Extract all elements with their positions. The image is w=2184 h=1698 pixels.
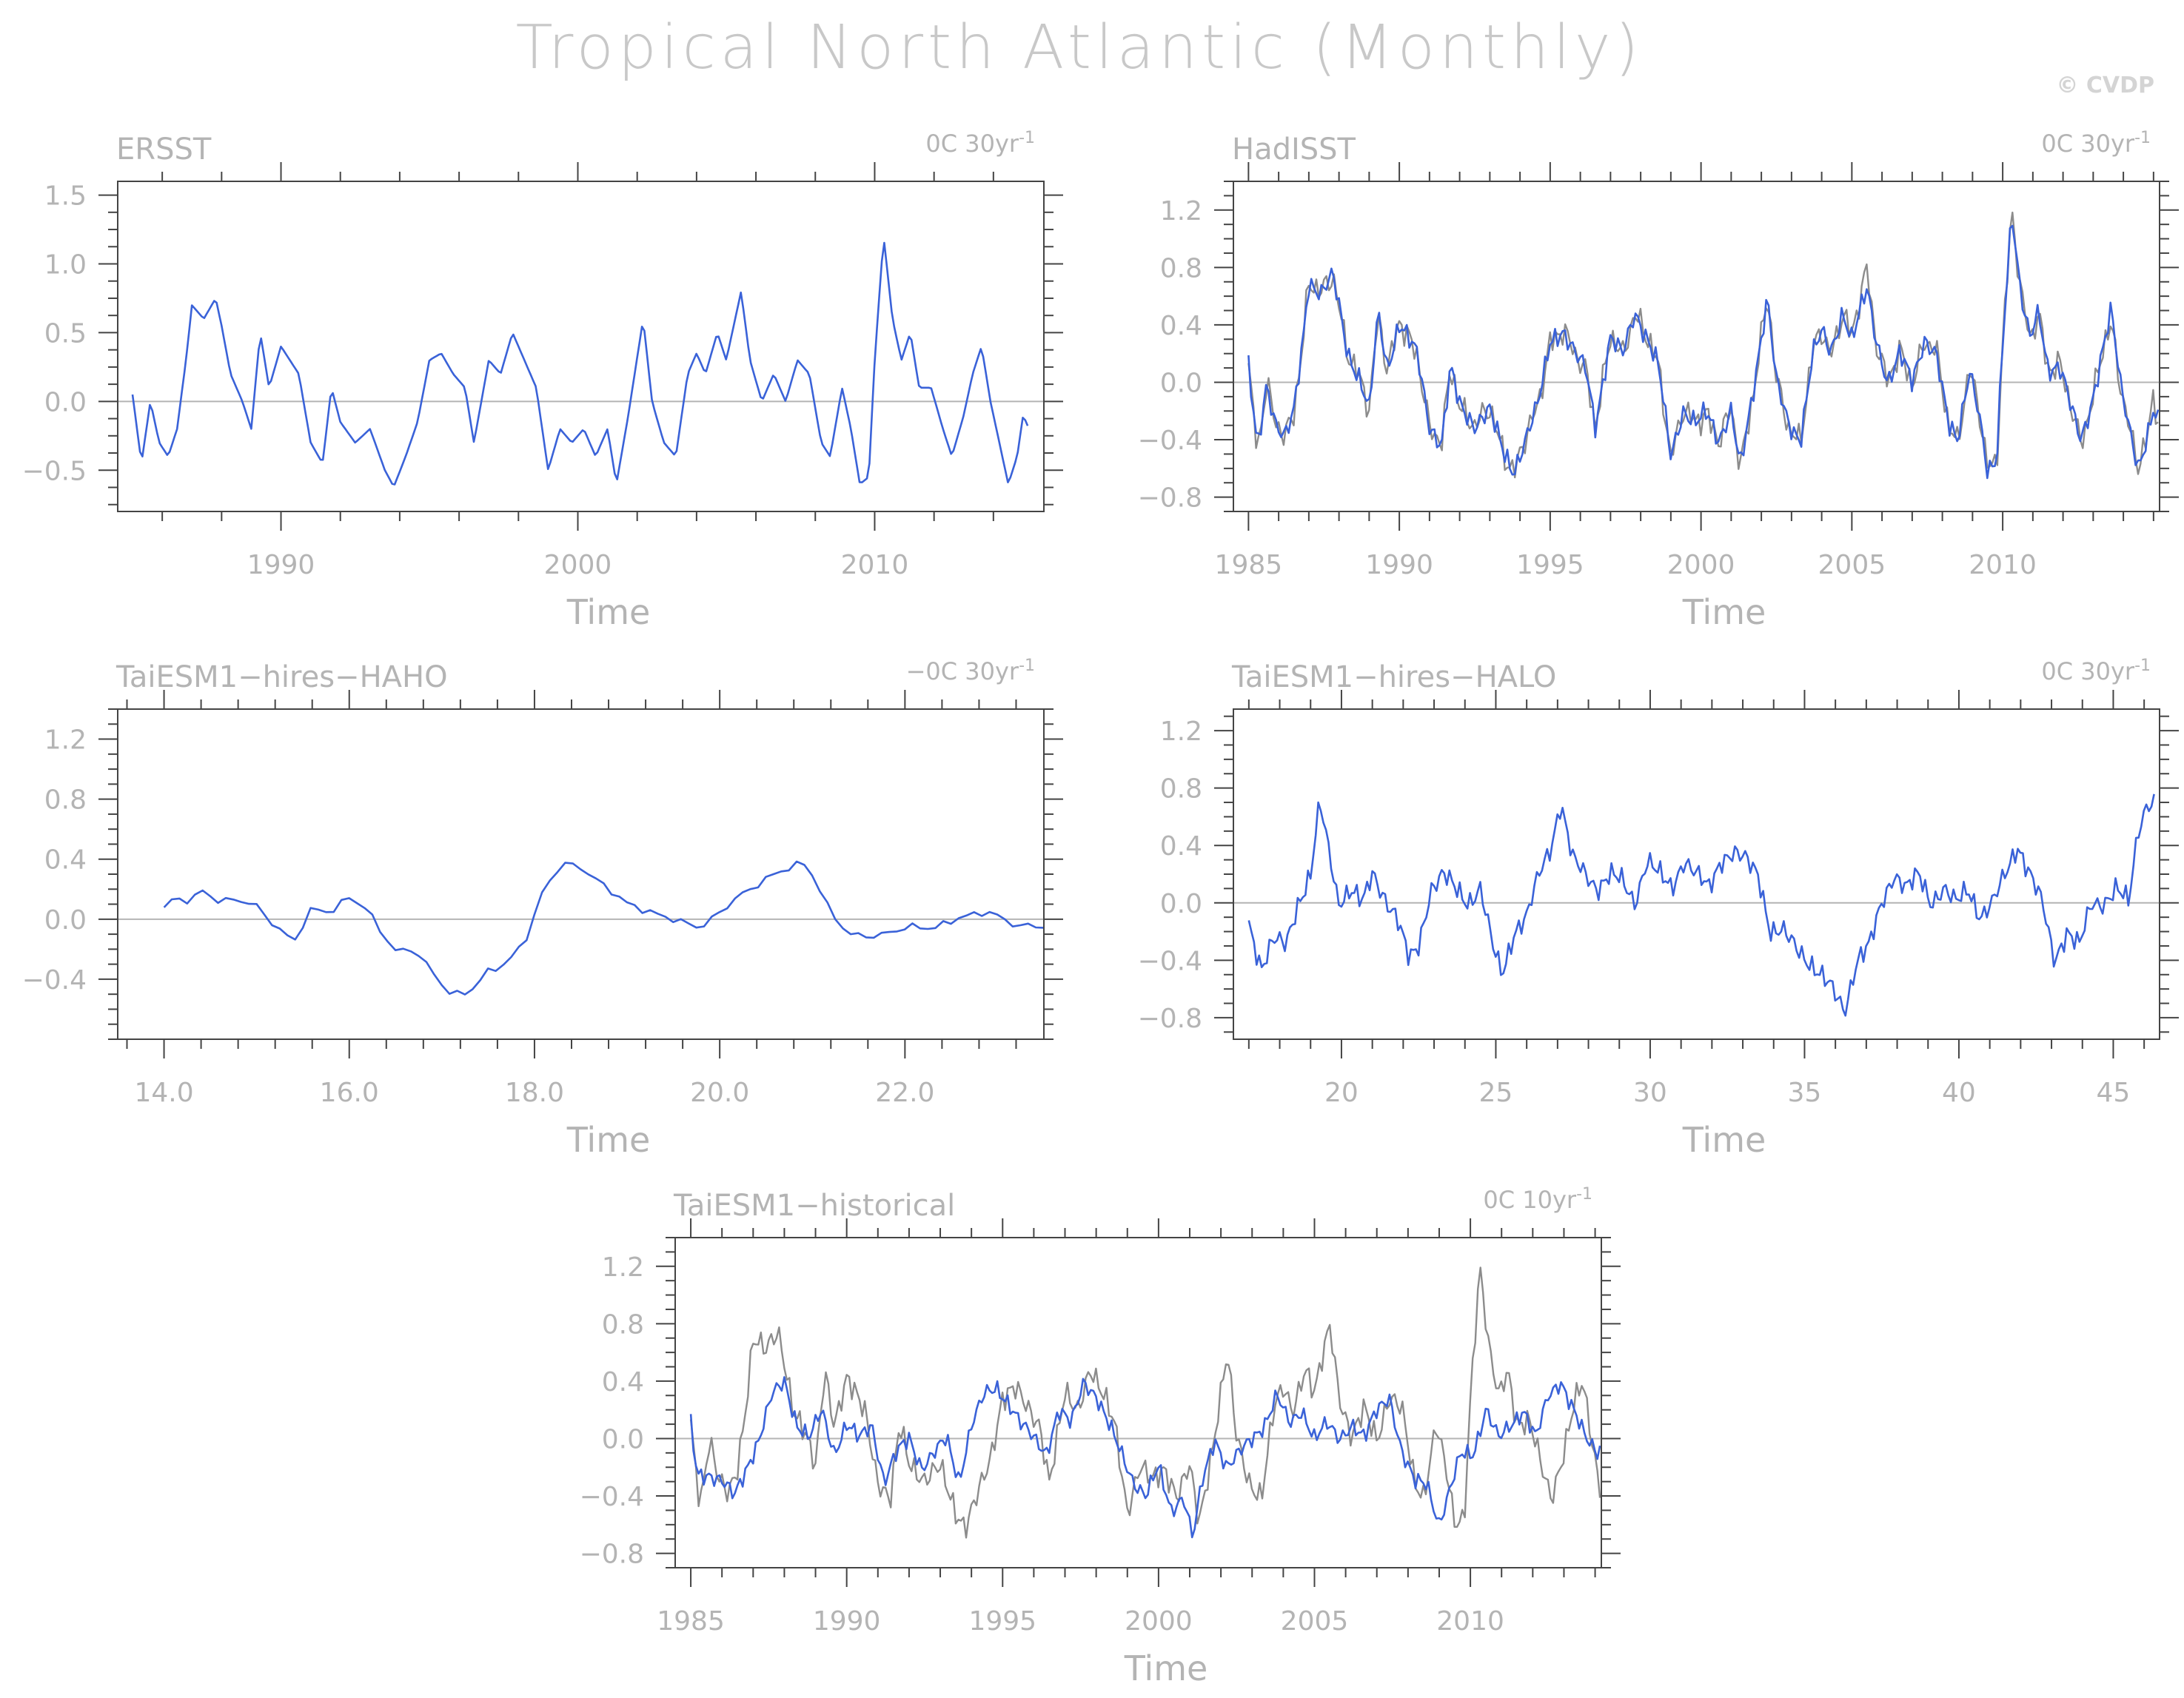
x-tick-label: 30	[1633, 1078, 1667, 1108]
y-tick-label: 0.4	[44, 845, 87, 876]
y-tick-label: 0.4	[602, 1367, 644, 1397]
y-tick-label: −0.4	[1138, 426, 1202, 456]
trend-label: 0C 10yr-1	[1483, 1185, 1592, 1214]
chart-panel-1: ERSST 0C 30yr-1 −0.5 0.0 0.5 1.0 1.5 1990 2000 20…	[22, 129, 1063, 632]
x-tick-label: 45	[2097, 1078, 2131, 1108]
x-tick-label: 2005	[1281, 1606, 1349, 1637]
trend-label: −0C 30yr-1	[906, 657, 1035, 685]
chart-panel-5: TaiESM1−historical 0C 10yr-1 −0.8 −0.4 0.0 0.…	[580, 1185, 1621, 1688]
y-tick-label: 0.8	[602, 1309, 644, 1340]
x-tick-label: 1990	[813, 1606, 881, 1637]
x-tick-label: 2005	[1818, 550, 1886, 580]
x-tick-label: 1995	[968, 1606, 1036, 1637]
x-tick-label: 2010	[1969, 550, 2037, 580]
x-axis-label: Time	[1682, 1120, 1766, 1160]
y-tick-label: −0.4	[580, 1482, 644, 1512]
x-tick-label: 2000	[1667, 550, 1735, 580]
y-tick-label: 1.2	[602, 1252, 644, 1283]
y-tick-label: 1.2	[44, 725, 87, 756]
x-tick-label: 1990	[247, 550, 315, 580]
y-tick-label: 0.4	[1160, 831, 1202, 862]
y-tick-label: −0.8	[580, 1540, 644, 1570]
x-tick-label: 2010	[841, 550, 909, 580]
x-axis-label: Time	[1124, 1648, 1208, 1688]
trend-label: 0C 30yr-1	[2041, 129, 2151, 158]
data-series-1-line	[163, 860, 1044, 996]
panels: ERSST 0C 30yr-1 −0.5 0.0 0.5 1.0 1.5 1990 2000 20…	[22, 129, 2179, 1688]
x-tick-label: 16.0	[320, 1078, 379, 1108]
panel-title: HadISST	[1232, 132, 1356, 167]
data-series-1-line	[1247, 793, 2155, 1017]
y-tick-label: 0.8	[1160, 774, 1202, 805]
x-tick-label: 14.0	[134, 1078, 193, 1108]
plot-frame	[1233, 181, 2160, 512]
x-tick-label: 20	[1324, 1078, 1359, 1108]
y-tick-label: −0.4	[1138, 946, 1202, 976]
data-series-2-line	[1247, 224, 2160, 480]
y-tick-label: 0.0	[44, 387, 87, 417]
x-tick-label: 2000	[1125, 1606, 1193, 1637]
data-series-1-line	[131, 241, 1029, 486]
panel-title: TaiESM1−hires−HALO	[1231, 660, 1556, 694]
y-tick-label: 0.8	[1160, 253, 1202, 283]
x-tick-label: 35	[1788, 1078, 1822, 1108]
data-series-1-line	[1247, 211, 2159, 479]
y-tick-label: 1.5	[44, 181, 87, 212]
x-tick-label: 25	[1479, 1078, 1513, 1108]
plot-frame	[117, 708, 1045, 1040]
x-tick-label: 1985	[657, 1606, 725, 1637]
y-tick-label: 0.5	[44, 318, 87, 349]
copyright-label: © CVDP	[2056, 73, 2154, 98]
chart-panel-2: HadISST 0C 30yr-1 −0.8 −0.4 0.0 0.4 0.8 1.2 1985…	[1138, 129, 2179, 632]
y-tick-label: 0.4	[1160, 311, 1202, 341]
x-tick-label: 2010	[1436, 1606, 1504, 1637]
y-tick-label: 0.8	[44, 785, 87, 816]
x-tick-label: 1985	[1215, 550, 1283, 580]
main-title: Tropical North Atlantic (Monthly)	[516, 13, 1644, 83]
y-tick-label: 0.0	[1160, 368, 1202, 398]
y-tick-label: 0.0	[602, 1424, 644, 1454]
y-tick-label: 1.0	[44, 250, 87, 281]
plot-frame	[674, 1237, 1602, 1568]
x-tick-label: 20.0	[690, 1078, 749, 1108]
y-tick-label: −0.8	[1138, 1004, 1202, 1034]
x-axis-label: Time	[566, 1120, 651, 1160]
y-tick-label: −0.4	[22, 965, 87, 996]
trend-label: 0C 30yr-1	[2041, 657, 2151, 685]
data-series-1-line	[689, 1266, 1601, 1539]
x-tick-label: 22.0	[875, 1078, 934, 1108]
panel-title: TaiESM1−historical	[673, 1189, 955, 1223]
x-tick-label: 1995	[1516, 550, 1584, 580]
panel-title: TaiESM1−hires−HAHO	[115, 660, 448, 694]
x-tick-label: 1990	[1365, 550, 1433, 580]
y-tick-label: 0.0	[1160, 889, 1202, 919]
chart-panel-3: TaiESM1−hires−HAHO −0C 30yr-1 −0.4 0.0 0.4 0.…	[22, 657, 1063, 1160]
y-tick-label: −0.8	[1138, 483, 1202, 514]
plot-frame	[117, 181, 1045, 512]
x-tick-label: 40	[1942, 1078, 1976, 1108]
x-tick-label: 2000	[544, 550, 612, 580]
y-tick-label: 0.0	[44, 905, 87, 936]
y-tick-label: 1.2	[1160, 717, 1202, 747]
y-tick-label: −0.5	[22, 456, 87, 486]
x-tick-label: 18.0	[505, 1078, 564, 1108]
trend-label: 0C 30yr-1	[925, 129, 1035, 158]
x-axis-label: Time	[566, 592, 651, 632]
y-tick-label: 1.2	[1160, 196, 1202, 226]
chart-panel-4: TaiESM1−hires−HALO 0C 30yr-1 −0.8 −0.4 0.0 0.…	[1138, 657, 2179, 1160]
panel-title: ERSST	[116, 132, 212, 167]
x-axis-label: Time	[1682, 592, 1766, 632]
data-series-2-line	[689, 1376, 1601, 1539]
